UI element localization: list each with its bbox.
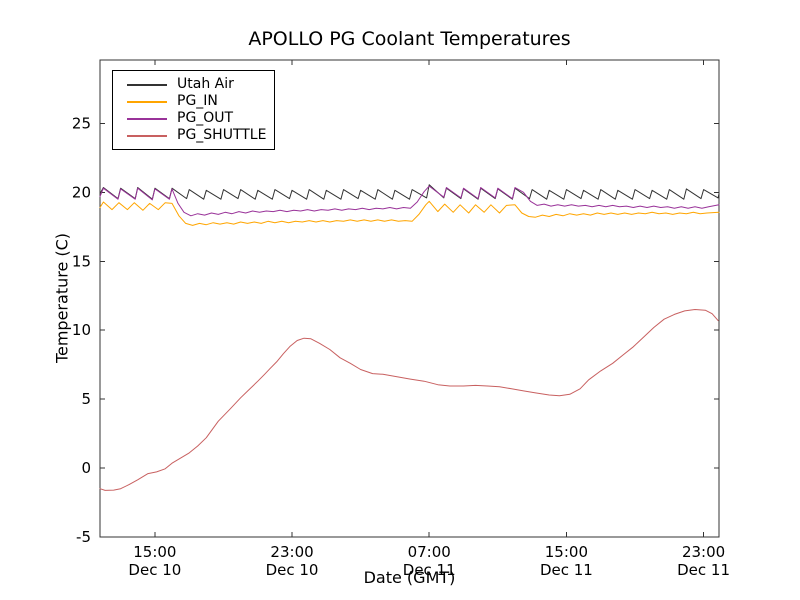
x-tick-time-label: 15:00 xyxy=(133,543,176,561)
legend-label: PG_SHUTTLE xyxy=(177,127,267,143)
chart-title: APOLLO PG Coolant Temperatures xyxy=(248,28,571,50)
y-axis-label-text: Temperature (C) xyxy=(52,232,72,364)
legend-label: PG_IN xyxy=(177,93,218,109)
legend: Utah Air PG_IN PG_OUT PG_SHUTTLE xyxy=(112,70,275,150)
x-tick-date-label: Dec 10 xyxy=(128,561,181,579)
y-tick-label: 25 xyxy=(72,114,91,132)
legend-line-sample xyxy=(127,83,167,86)
x-tick-time-label: 23:00 xyxy=(270,543,313,561)
x-tick-time-label: 15:00 xyxy=(545,543,588,561)
y-tick-label: -5 xyxy=(76,528,91,546)
x-tick-time-label: 23:00 xyxy=(682,543,725,561)
legend-entry-utah-air: Utah Air xyxy=(127,76,274,93)
x-tick-time-label: 07:00 xyxy=(408,543,451,561)
x-tick-date-label: Dec 11 xyxy=(677,561,730,579)
legend-line-sample xyxy=(127,117,167,120)
series-line-pg-shuttle xyxy=(99,309,719,491)
x-tick-date-label: Dec 11 xyxy=(540,561,593,579)
y-tick-label: 20 xyxy=(72,183,91,201)
legend-label: Utah Air xyxy=(177,76,234,92)
series-line-pg-out xyxy=(99,185,720,217)
plot-frame xyxy=(99,59,720,538)
x-tick-date-label: Dec 11 xyxy=(403,561,456,579)
legend-line-sample xyxy=(127,134,167,137)
series-line-utah-air xyxy=(99,184,720,200)
legend-entry-pg-out: PG_OUT xyxy=(127,110,274,127)
y-tick-label: 15 xyxy=(72,252,91,270)
y-tick-label: 10 xyxy=(72,321,91,339)
y-tick-label: 0 xyxy=(81,459,91,477)
x-axis-label: Date (GMT) xyxy=(363,568,456,587)
x-tick-date-label: Dec 10 xyxy=(266,561,319,579)
legend-label: PG_OUT xyxy=(177,110,234,126)
legend-line-sample xyxy=(127,100,167,103)
y-tick-label: 5 xyxy=(81,390,91,408)
legend-entry-pg-in: PG_IN xyxy=(127,93,274,110)
legend-entry-pg-shuttle: PG_SHUTTLE xyxy=(127,127,274,144)
series-line-pg-in xyxy=(99,200,720,226)
